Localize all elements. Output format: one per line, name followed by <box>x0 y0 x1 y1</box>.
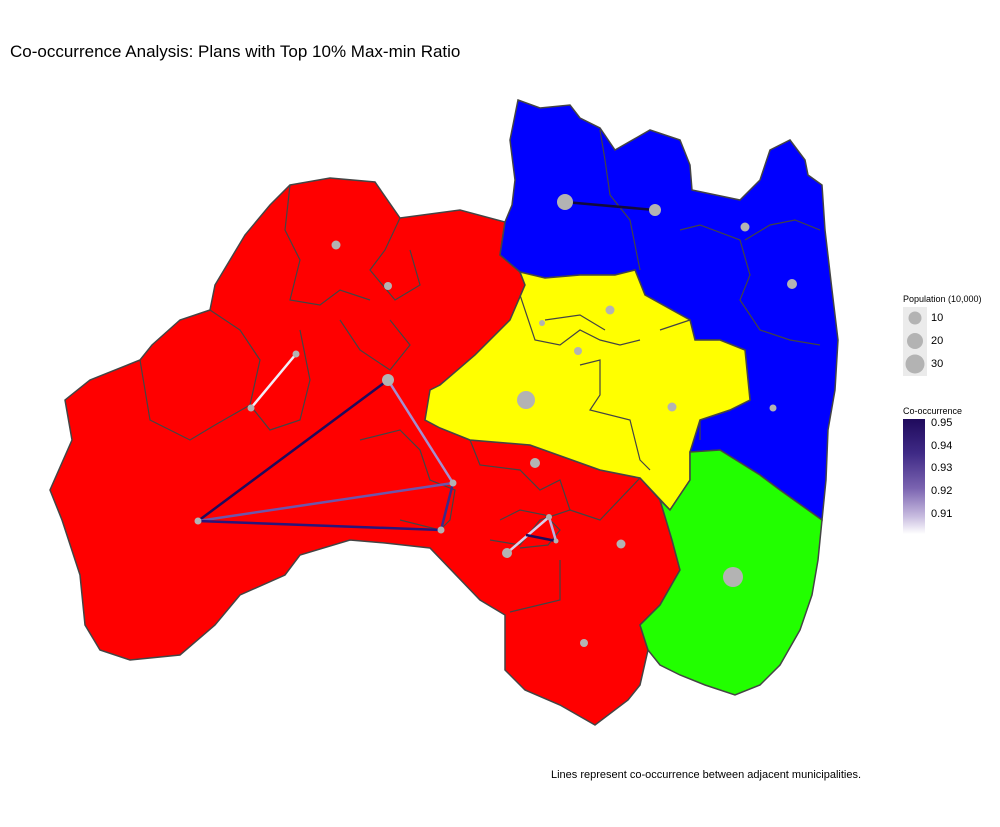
population-dot <box>740 222 750 232</box>
cooccurrence-line <box>197 378 389 523</box>
population-dot <box>530 458 540 468</box>
cooccurrence-legend: Co-occurrence 0.95 0.94 0.93 0.92 0.91 <box>903 406 963 534</box>
cooccurrence-line <box>250 353 297 409</box>
population-legend-entry: 30 <box>903 353 943 376</box>
population-dot <box>574 347 582 355</box>
population-dot <box>247 404 255 412</box>
population-legend-label: 10 <box>931 312 944 324</box>
population-dot <box>667 402 677 412</box>
cooccurrence-line <box>197 519 442 532</box>
map-caption: Lines represent co-occurrence between ad… <box>551 769 862 781</box>
population-legend-dot <box>907 333 923 349</box>
municipal-borders <box>139 129 821 613</box>
cooccurrence-tick-label: 0.93 <box>931 462 953 474</box>
cooccurrence-colorbar <box>903 419 925 534</box>
population-dot <box>517 391 535 409</box>
cooccurrence-line <box>525 533 557 543</box>
population-legend-dot <box>905 354 925 374</box>
population-dot <box>382 374 394 386</box>
cooccurrence-tick-label: 0.91 <box>931 508 953 520</box>
cooccurrence-line <box>386 379 455 484</box>
cooccurrence-lines <box>197 200 656 554</box>
population-legend-entry: 20 <box>903 330 943 353</box>
population-dot <box>449 479 457 487</box>
population-dot <box>649 204 661 216</box>
population-dot <box>292 350 300 358</box>
population-dot <box>539 320 545 326</box>
cooccurrence-tick-label: 0.92 <box>931 485 953 497</box>
population-dot <box>605 305 615 315</box>
population-legend-dot <box>908 311 922 325</box>
cooccurrence-line <box>439 482 455 531</box>
population-dot <box>769 404 777 412</box>
population-dot <box>580 639 588 647</box>
population-dot <box>787 279 797 289</box>
population-legend-entry: 10 <box>903 307 943 330</box>
population-dot <box>616 539 626 549</box>
population-dot <box>331 240 341 250</box>
population-dot <box>437 526 445 534</box>
population-dot <box>723 567 743 587</box>
population-dot <box>546 514 552 520</box>
population-dot <box>553 538 559 544</box>
population-legend-label: 20 <box>931 335 944 347</box>
cooccurrence-legend-title: Co-occurrence <box>903 406 963 416</box>
cooccurrence-line <box>197 481 454 523</box>
population-dot <box>502 548 512 558</box>
cooccurrence-tick-label: 0.95 <box>931 417 953 429</box>
population-dot <box>194 517 202 525</box>
population-dots <box>194 194 797 647</box>
map-title: Co-occurrence Analysis: Plans with Top 1… <box>10 42 461 61</box>
population-legend-title: Population (10,000) <box>903 294 982 304</box>
cooccurrence-tick-label: 0.94 <box>931 440 953 452</box>
population-legend-label: 30 <box>931 358 944 370</box>
population-legend: Population (10,000) 10 20 30 <box>903 294 982 376</box>
population-dot <box>557 194 573 210</box>
cooccurrence-line <box>547 516 558 542</box>
population-dot <box>384 282 392 290</box>
population-legend-keys: 10 20 30 <box>903 307 943 376</box>
cooccurrence-line <box>564 200 656 212</box>
